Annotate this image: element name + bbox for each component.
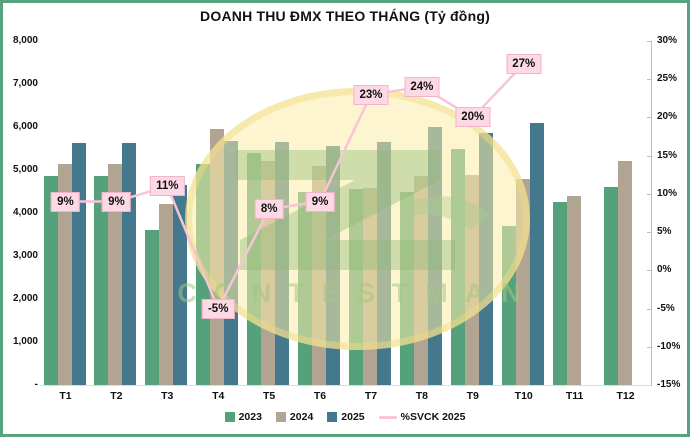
legend-item-svck: %SVCK 2025 [378,411,466,423]
x-label-T9: T9 [466,390,479,402]
x-label-T11: T11 [565,390,584,402]
left-axis-tick: 3,000 [12,250,38,261]
right-axis-tick: -5% [657,302,675,314]
bar-2023-T12 [603,187,618,385]
x-label-T2: T2 [110,390,123,402]
growth-label-T8: 24% [404,76,440,97]
legend-label: 2025 [341,411,365,423]
growth-label-T6: 9% [305,191,335,212]
right-axis-tick: -15% [657,379,681,390]
x-label-T7: T7 [364,390,378,402]
chart-title: DOANH THU ĐMX THEO THÁNG (Tỷ đồng) [200,8,490,24]
bar-2024-T12 [617,161,632,385]
legend-label: 2023 [238,411,262,423]
left-axis-tick: 5,000 [12,164,38,175]
legend-line-icon [378,415,397,419]
right-axis-tick: 10% [657,187,678,199]
x-label-T1: T1 [59,390,72,402]
right-axis-tickmark [647,270,652,272]
legend-label: 2024 [289,411,314,423]
bar-2024-T2 [108,163,123,385]
right-axis-tick: 30% [657,35,678,46]
right-axis-tickmark [647,41,652,42]
left-axis-tick: 4,000 [12,207,38,218]
growth-label-T5: 8% [254,199,284,220]
bar-2023-T3 [145,230,160,385]
legend-item-2024: 2024 [275,411,314,423]
right-axis-tick: 0% [657,264,672,276]
growth-label-T3: 11% [150,176,185,197]
x-label-T5: T5 [262,390,276,402]
legend-swatch-icon [327,412,338,422]
right-axis-tickmark [647,155,652,157]
x-label-T10: T10 [514,390,533,402]
bar-2024-T3 [159,204,174,385]
growth-label-T2: 9% [102,191,131,212]
x-label-T12: T12 [616,390,635,402]
right-axis-tickmark [647,117,652,119]
right-axis-tickmark [647,232,652,234]
bar-2024-T11 [566,195,581,385]
legend-label: %SVCK 2025 [400,411,466,423]
left-axis-tick: 7,000 [12,78,38,89]
right-axis-tickmark [647,79,652,81]
right-axis-tickmark [647,193,652,195]
right-axis-tick: 20% [657,111,678,123]
bar-2023-T2 [94,176,109,385]
x-label-T6: T6 [313,390,327,402]
growth-label-T10: 27% [506,53,542,74]
x-axis-line [40,385,651,386]
legend-item-2023: 2023 [224,411,262,423]
legend-swatch-icon [275,412,286,422]
legend-item-2025: 2025 [327,411,365,423]
bar-2023-T1 [43,176,58,385]
bar-2025-T10 [529,123,544,385]
growth-label-T7: 23% [353,84,389,105]
right-axis-tick: -10% [657,340,681,352]
growth-label-T9: 20% [455,107,491,128]
x-label-T8: T8 [415,390,428,402]
growth-label-T1: 9% [51,191,80,212]
bar-2023-T11 [552,202,567,385]
growth-label-T4: -5% [201,298,235,319]
right-axis-line [651,41,652,385]
legend-swatch-icon [224,412,235,422]
right-axis-tick: 15% [657,149,678,161]
left-axis-tick: 8,000 [12,35,38,46]
right-axis-tick: 25% [657,73,678,85]
x-label-T3: T3 [161,390,174,402]
left-axis-tick: - [34,379,38,390]
legend: 2023 2024 2025 %SVCK 2025 [0,411,690,423]
right-axis-tick: 5% [657,226,672,238]
left-axis-tick: 2,000 [12,293,38,304]
bar-2024-T1 [57,163,72,385]
left-axis-tick: 1,000 [12,336,38,347]
right-axis-tickmark [647,346,652,348]
bar-2025-T3 [173,185,188,385]
right-axis-tickmark [647,308,652,310]
left-axis-tick: 6,000 [12,121,38,132]
x-label-T4: T4 [212,390,225,402]
